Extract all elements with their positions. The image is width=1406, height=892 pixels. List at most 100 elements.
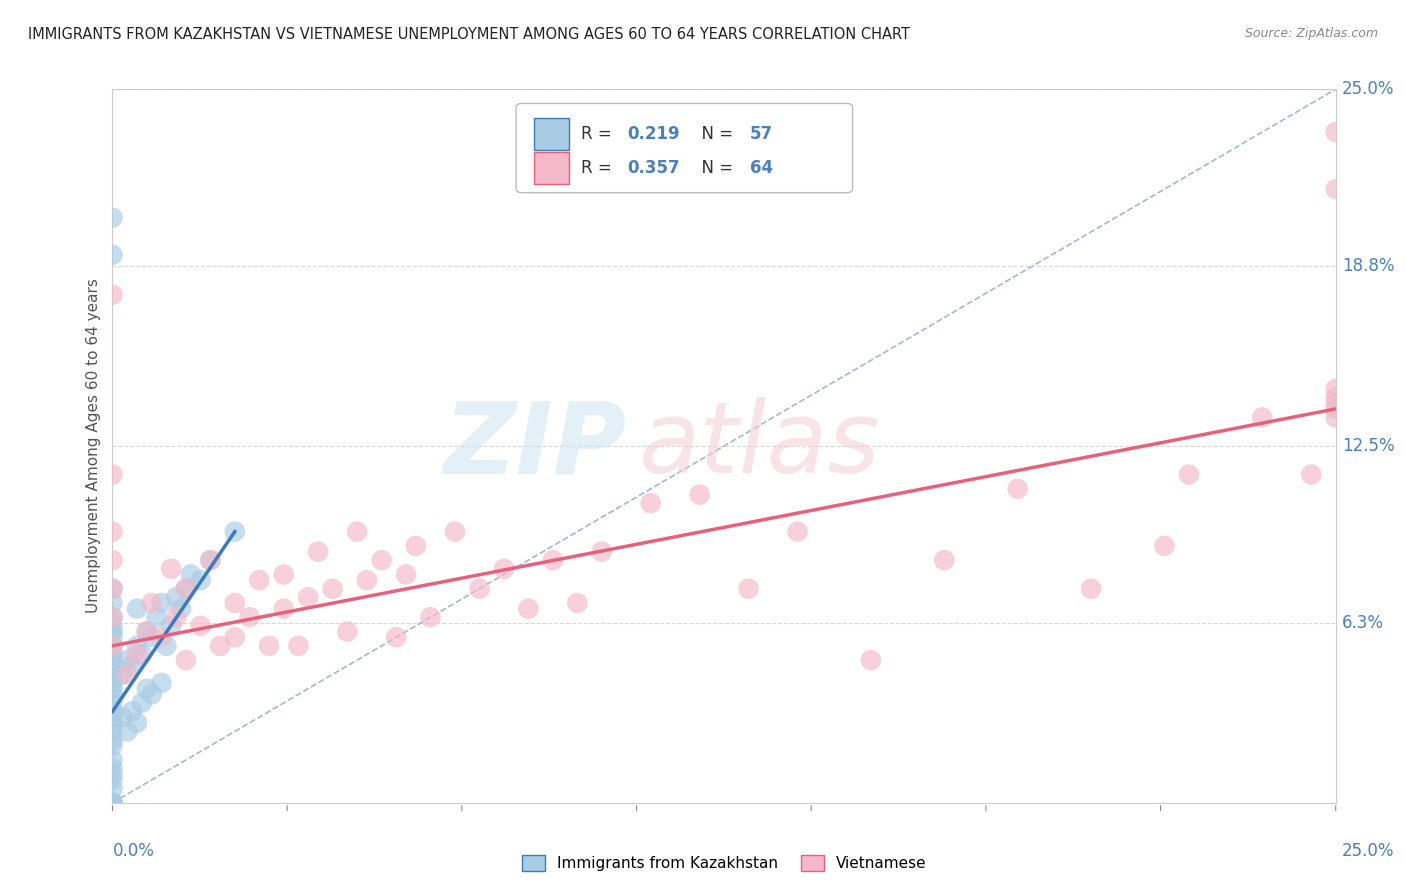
Point [1324, 182, 1347, 196]
Text: 64: 64 [749, 159, 773, 177]
Point [101, 772, 124, 787]
Point [322, 582, 344, 596]
Text: R =: R = [581, 125, 617, 143]
FancyBboxPatch shape [516, 103, 852, 193]
Text: N =: N = [692, 159, 738, 177]
Point [273, 567, 295, 582]
Point [1324, 410, 1347, 425]
Point [101, 796, 124, 810]
Point [273, 601, 295, 615]
Point [131, 648, 153, 662]
Text: 57: 57 [749, 125, 773, 143]
Point [101, 681, 124, 696]
Point [1324, 401, 1347, 416]
Point [101, 248, 124, 262]
Point [135, 624, 157, 639]
Point [101, 658, 124, 673]
Text: 0.357: 0.357 [627, 159, 681, 177]
Point [101, 639, 124, 653]
Point [336, 624, 359, 639]
Point [101, 619, 124, 633]
Point [224, 596, 246, 610]
Point [101, 582, 124, 596]
Point [150, 676, 173, 690]
Point [101, 639, 124, 653]
Text: Source: ZipAtlas.com: Source: ZipAtlas.com [1244, 27, 1378, 40]
Text: 18.8%: 18.8% [1341, 257, 1395, 275]
Point [101, 467, 124, 482]
Point [101, 582, 124, 596]
Point [155, 639, 177, 653]
Point [125, 648, 148, 662]
Point [141, 630, 163, 644]
Text: 6.3%: 6.3% [1341, 614, 1384, 632]
Point [101, 653, 124, 667]
Legend: Immigrants from Kazakhstan, Vietnamese: Immigrants from Kazakhstan, Vietnamese [516, 849, 932, 877]
Point [101, 781, 124, 796]
Point [160, 619, 183, 633]
Point [150, 630, 173, 644]
Point [101, 553, 124, 567]
Point [468, 582, 491, 596]
Text: 12.5%: 12.5% [1341, 437, 1395, 455]
Point [115, 653, 138, 667]
Point [101, 287, 124, 301]
Point [395, 567, 418, 582]
Point [101, 767, 124, 781]
Point [101, 762, 124, 776]
Point [145, 610, 167, 624]
Text: 0.0%: 0.0% [112, 842, 155, 860]
Point [1324, 382, 1347, 396]
Point [640, 496, 662, 510]
Point [517, 601, 540, 615]
Point [101, 696, 124, 710]
Point [934, 553, 956, 567]
Point [101, 624, 124, 639]
Point [1007, 482, 1029, 496]
Point [125, 639, 148, 653]
Point [224, 524, 246, 539]
Point [121, 658, 143, 673]
Y-axis label: Unemployment Among Ages 60 to 64 years: Unemployment Among Ages 60 to 64 years [86, 278, 101, 614]
Point [121, 705, 143, 719]
Point [1080, 582, 1102, 596]
Point [101, 524, 124, 539]
Point [385, 630, 408, 644]
Point [1324, 125, 1347, 139]
Text: 25.0%: 25.0% [1341, 80, 1395, 98]
Point [209, 639, 232, 653]
Point [1324, 396, 1347, 410]
Point [180, 567, 202, 582]
Point [115, 724, 138, 739]
Point [170, 601, 193, 615]
Text: atlas: atlas [638, 398, 880, 494]
Text: IMMIGRANTS FROM KAZAKHSTAN VS VIETNAMESE UNEMPLOYMENT AMONG AGES 60 TO 64 YEARS : IMMIGRANTS FROM KAZAKHSTAN VS VIETNAMESE… [28, 27, 910, 42]
Point [101, 648, 124, 662]
Point [101, 610, 124, 624]
Point [165, 610, 187, 624]
Point [356, 573, 378, 587]
Point [101, 739, 124, 753]
Point [174, 653, 197, 667]
Point [591, 544, 613, 558]
Bar [534, 118, 569, 150]
Point [111, 667, 134, 681]
Point [101, 687, 124, 701]
Point [370, 553, 392, 567]
Point [1301, 467, 1323, 482]
Point [101, 667, 124, 681]
Point [101, 610, 124, 624]
Point [115, 667, 138, 681]
Point [101, 715, 124, 730]
Point [101, 724, 124, 739]
Point [101, 211, 124, 225]
Point [859, 653, 882, 667]
Point [200, 553, 222, 567]
Point [125, 601, 148, 615]
Point [101, 710, 124, 724]
Point [1324, 391, 1347, 405]
Text: N =: N = [692, 125, 738, 143]
Point [174, 582, 197, 596]
Point [224, 630, 246, 644]
Point [1153, 539, 1175, 553]
